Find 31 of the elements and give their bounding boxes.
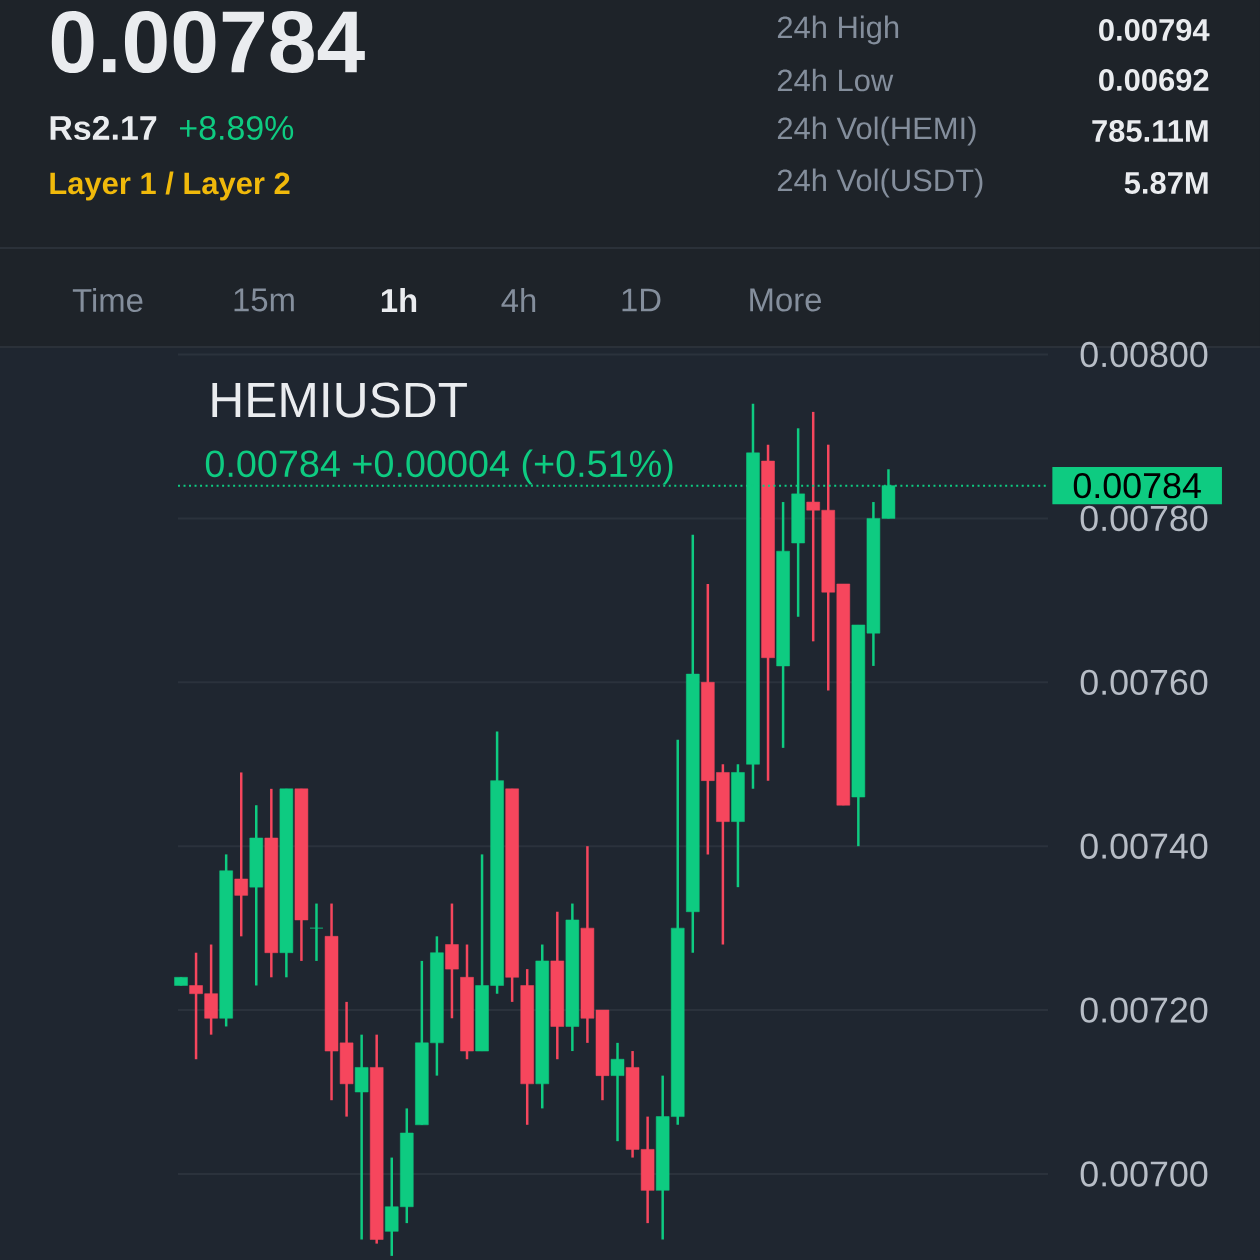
text: 1h: [381, 288, 417, 312]
candlestick: [309, 902, 324, 963]
text: HEMIUSDT: [212, 382, 467, 418]
text: Rs2.17: [50, 115, 157, 140]
text: 24h Vol(USDT): [777, 168, 983, 198]
candlestick: [610, 1041, 625, 1143]
text: 24h Vol(HEMI): [777, 116, 976, 146]
y-tick-label: 0.00720: [1080, 997, 1208, 1023]
text: 5.87M: [1124, 172, 1208, 194]
text: 4h: [501, 288, 536, 312]
y-tick-label: 0.00800: [1080, 341, 1208, 368]
y-tick-label: 0.00740: [1080, 833, 1208, 859]
text: More: [750, 288, 821, 312]
text: 0.00794: [1099, 19, 1210, 41]
candlestick: [354, 1033, 369, 1241]
text: +8.89%: [180, 115, 294, 140]
text: 1D: [622, 288, 661, 312]
text: Layer 1 / Layer 2: [50, 171, 290, 201]
text: 0.00784 +0.00004 (+0.51%): [205, 449, 673, 485]
text: 24h Low: [777, 68, 894, 92]
ref-line-label: 0.00784: [1073, 472, 1201, 499]
text: 0.00692: [1099, 69, 1209, 91]
text: Time: [72, 287, 143, 313]
y-tick-label: 0.00760: [1080, 669, 1208, 696]
text: 15m: [234, 288, 294, 312]
y-tick-label: 0.00780: [1080, 505, 1208, 532]
text: 785.11M: [1092, 120, 1208, 142]
y-tick-label: 0.00700: [1080, 1161, 1208, 1187]
text: 24h High: [777, 15, 899, 45]
text: 0.00784: [51, 10, 365, 74]
candlestick: [234, 771, 248, 938]
